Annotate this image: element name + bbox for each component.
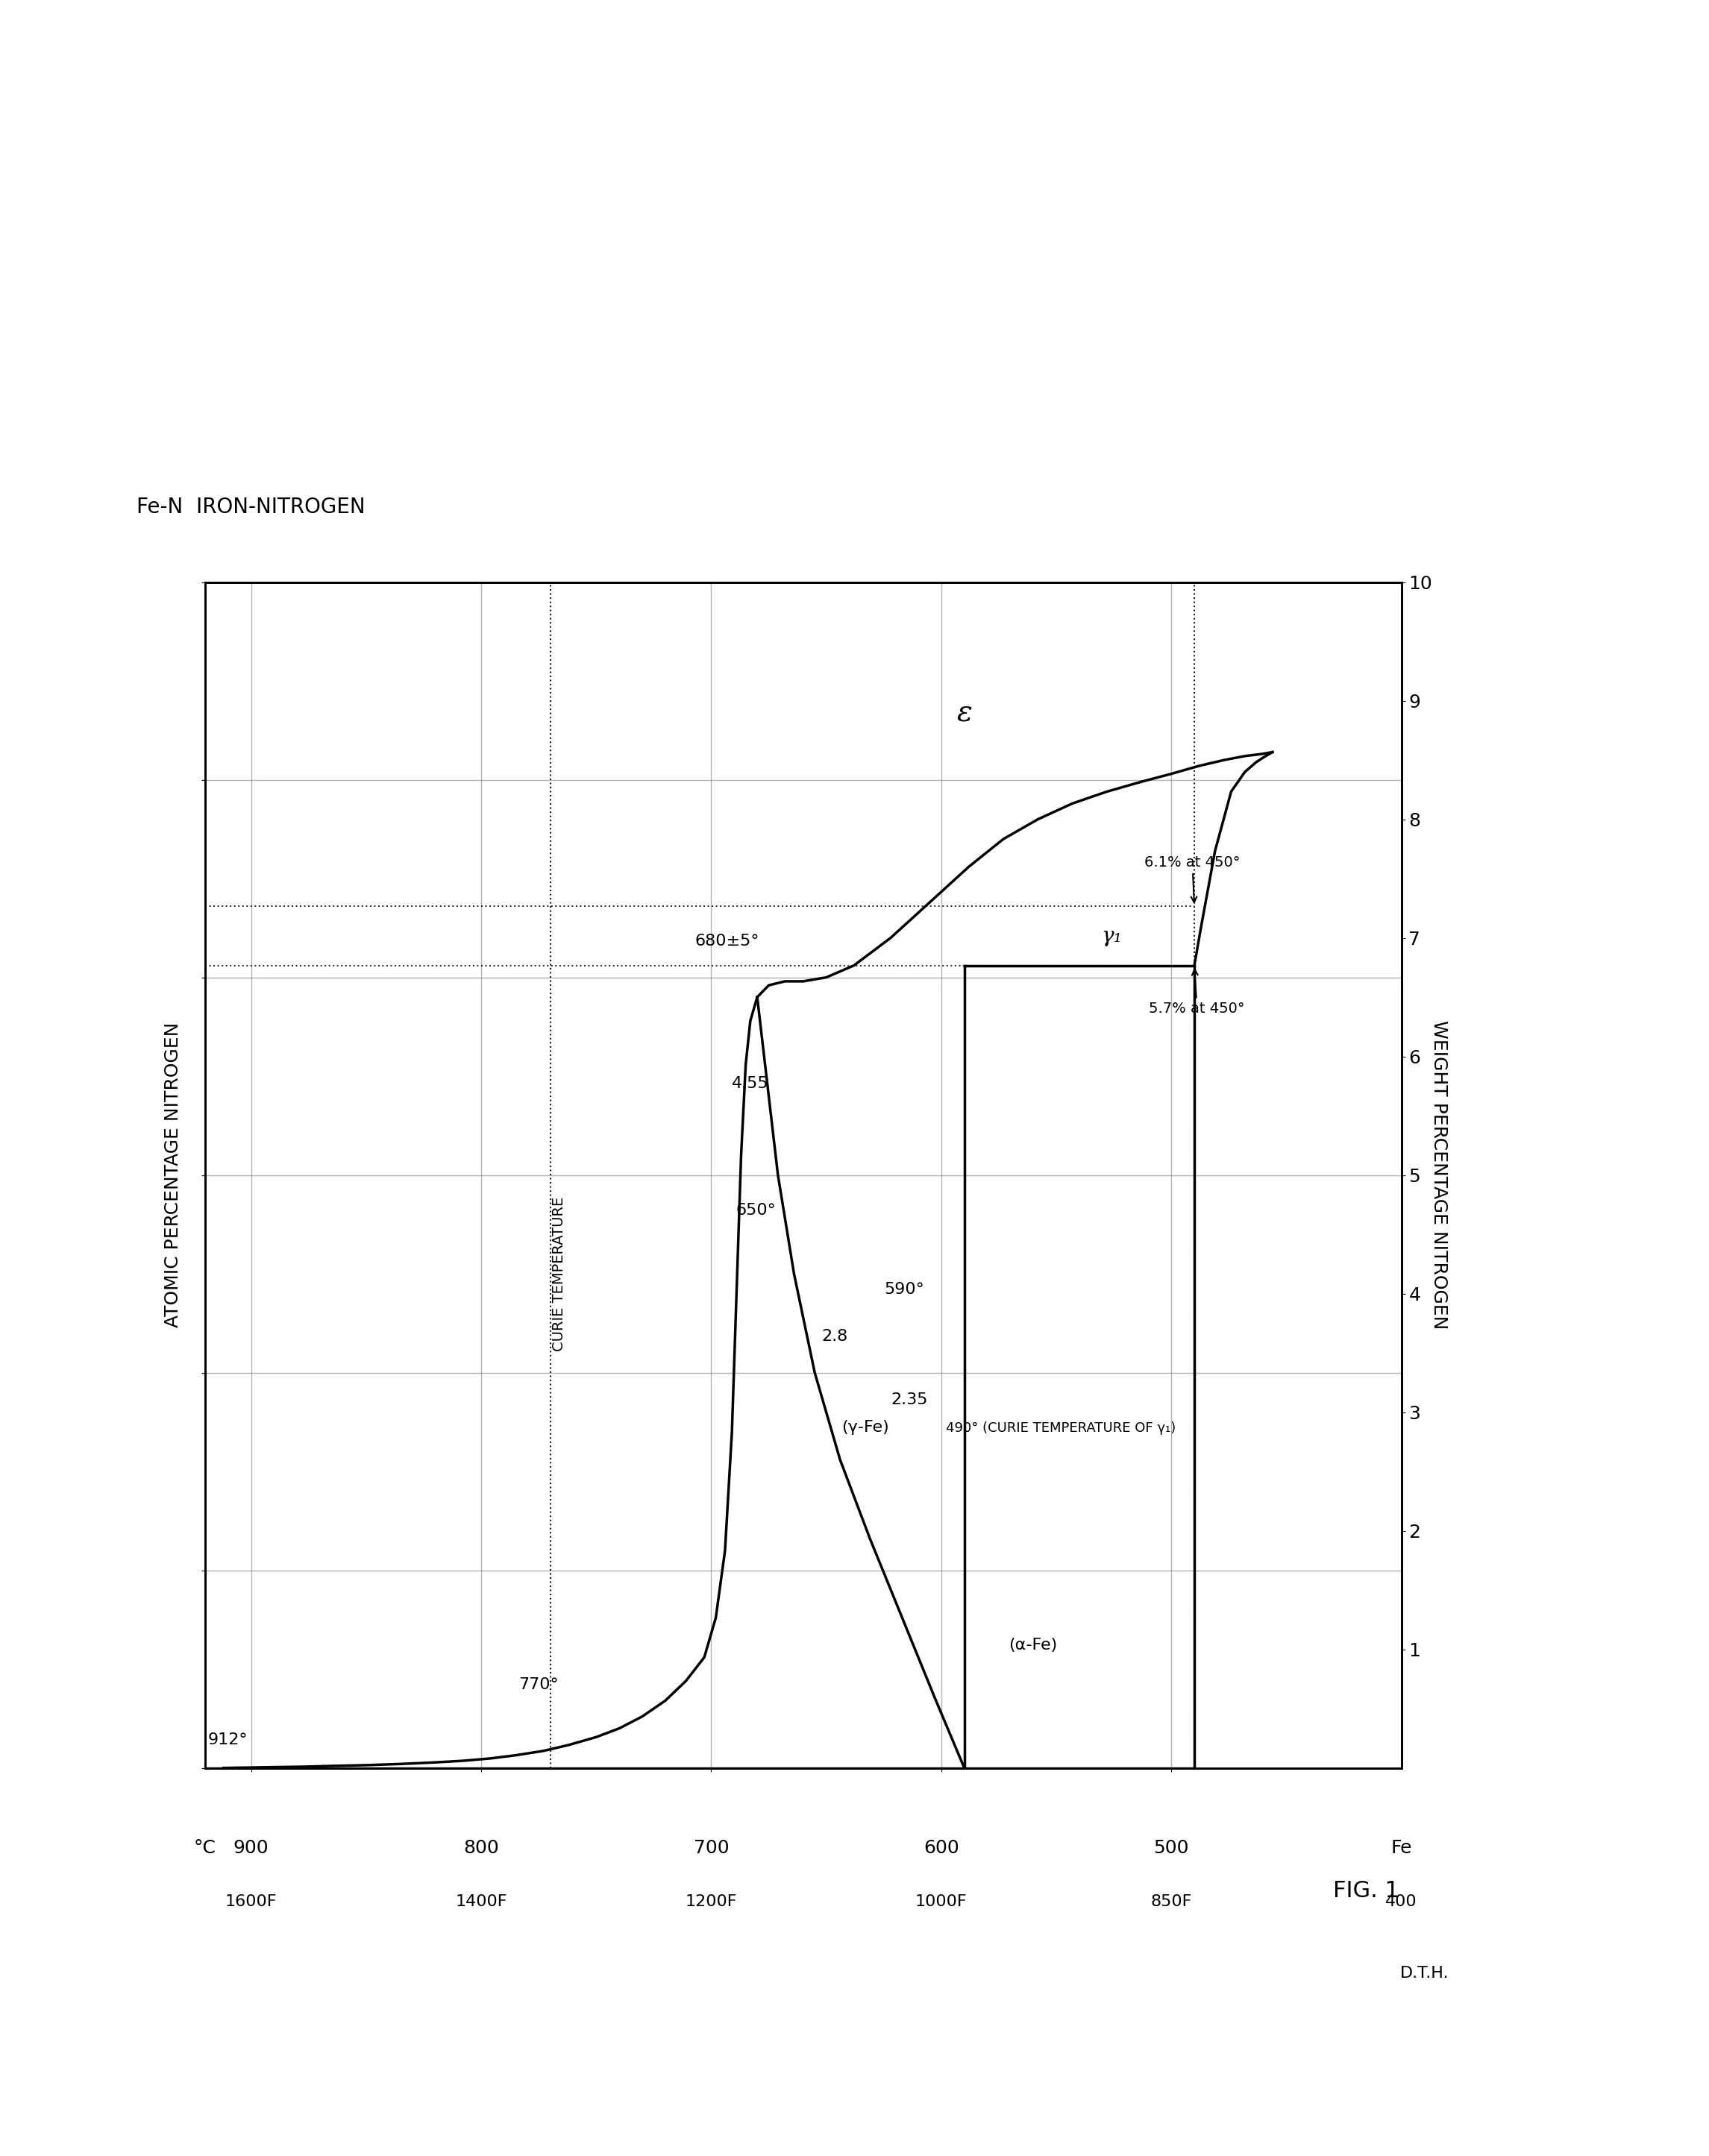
Text: Fe-N  IRON-NITROGEN: Fe-N IRON-NITROGEN <box>137 496 366 517</box>
Text: 1000F: 1000F <box>916 1895 967 1910</box>
Text: (α-Fe): (α-Fe) <box>1008 1636 1058 1651</box>
Text: °C: °C <box>193 1839 217 1856</box>
Text: 900: 900 <box>234 1839 268 1856</box>
Text: 770°: 770° <box>518 1677 559 1692</box>
Text: 4.55: 4.55 <box>731 1076 769 1091</box>
Text: 590°: 590° <box>885 1281 925 1296</box>
Text: (γ-Fe): (γ-Fe) <box>841 1421 889 1436</box>
Text: 2.8: 2.8 <box>822 1328 848 1343</box>
Text: γ₁: γ₁ <box>1101 927 1121 946</box>
Y-axis label: WEIGHT PERCENTAGE NITROGEN: WEIGHT PERCENTAGE NITROGEN <box>1430 1020 1448 1330</box>
Text: 1400F: 1400F <box>455 1895 508 1910</box>
Text: 2.35: 2.35 <box>890 1393 928 1408</box>
Text: CURIE TEMPERATURE: CURIE TEMPERATURE <box>552 1197 566 1352</box>
Text: 400: 400 <box>1386 1895 1417 1910</box>
Text: Fe: Fe <box>1391 1839 1412 1856</box>
Text: 800: 800 <box>463 1839 499 1856</box>
Text: 700: 700 <box>694 1839 730 1856</box>
Text: 5.7% at 450°: 5.7% at 450° <box>1148 970 1244 1015</box>
Text: 680±5°: 680±5° <box>696 934 759 949</box>
Text: ε: ε <box>957 699 972 727</box>
Text: 650°: 650° <box>735 1203 776 1218</box>
Text: 6.1% at 450°: 6.1% at 450° <box>1145 856 1241 903</box>
Text: D.T.H.: D.T.H. <box>1400 1966 1449 1981</box>
Text: 600: 600 <box>923 1839 959 1856</box>
Text: 1600F: 1600F <box>226 1895 277 1910</box>
Y-axis label: ATOMIC PERCENTAGE NITROGEN: ATOMIC PERCENTAGE NITROGEN <box>164 1022 183 1328</box>
Text: 1200F: 1200F <box>685 1895 737 1910</box>
Text: 912°: 912° <box>208 1731 248 1746</box>
Text: FIG. 1: FIG. 1 <box>1333 1880 1400 1902</box>
Text: 850F: 850F <box>1150 1895 1191 1910</box>
Text: 490° (CURIE TEMPERATURE OF γ₁): 490° (CURIE TEMPERATURE OF γ₁) <box>945 1421 1176 1436</box>
Text: 500: 500 <box>1154 1839 1189 1856</box>
